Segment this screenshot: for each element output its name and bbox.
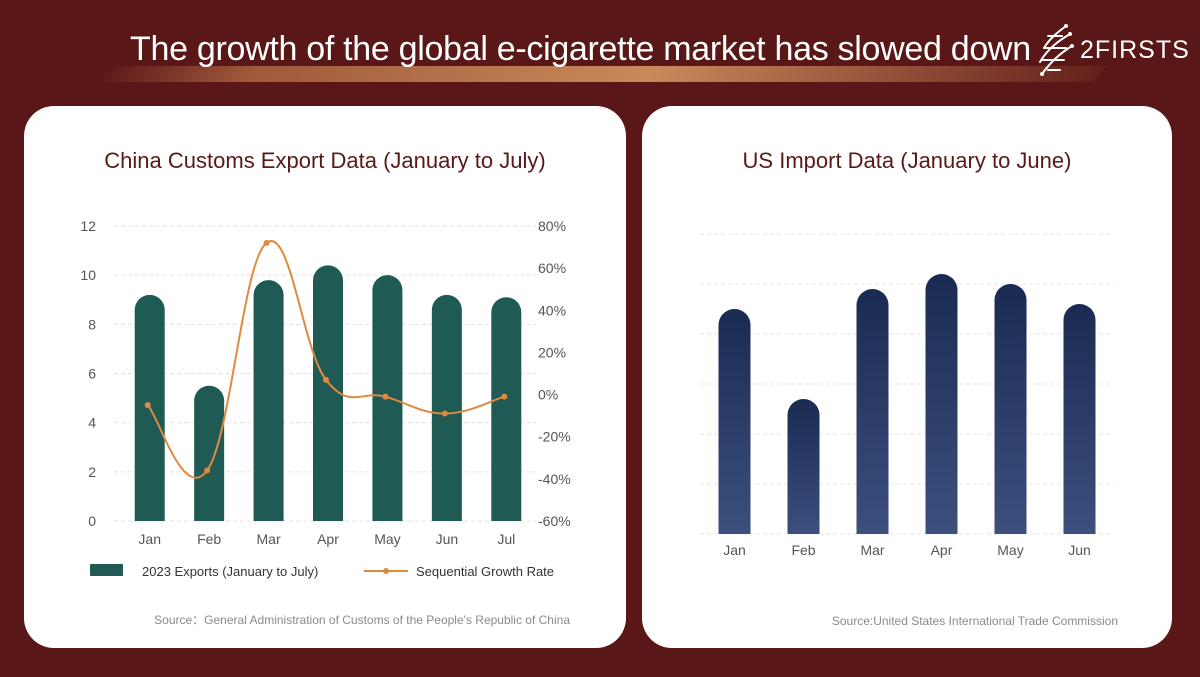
x-tick-label: May xyxy=(374,531,400,547)
y-tick-label: 12 xyxy=(80,218,96,234)
growth-line xyxy=(144,239,508,479)
legend-line-marker xyxy=(383,568,389,574)
y2-tick-label: 0% xyxy=(538,387,558,403)
growth-point xyxy=(323,376,329,383)
export-source: Source：General Administration of Customs… xyxy=(154,613,570,627)
x-tick-label: Feb xyxy=(791,542,815,558)
y2-tick-label: -60% xyxy=(538,513,571,529)
growth-point xyxy=(501,393,508,400)
y2-tick-label: 40% xyxy=(538,302,566,318)
legend-growth-label: Sequential Growth Rate xyxy=(416,564,554,579)
growth-point xyxy=(441,410,448,417)
x-tick-label: Jun xyxy=(1068,542,1091,558)
export-legend: 2023 Exports (January to July) Sequentia… xyxy=(90,564,554,579)
x-tick-label: Feb xyxy=(197,531,221,547)
x-tick-label: May xyxy=(997,542,1023,558)
import-bar xyxy=(1063,304,1096,534)
export-chart-title: China Customs Export Data (January to Ju… xyxy=(104,148,546,173)
import-chart-card: US Import Data (January to June) Jan Feb M… xyxy=(642,106,1172,648)
import-source: Source:United States International Trade… xyxy=(831,614,1118,628)
import-bar xyxy=(856,289,889,534)
export-chart: 12 10 8 6 4 2 0 80% 60% 40% 20% 0% -20% -40% -60% Jan… xyxy=(80,218,571,579)
import-grid xyxy=(700,233,1114,535)
y2-tick-label: 80% xyxy=(538,218,566,234)
import-x-axis: Jan Feb Mar Apr May Jun xyxy=(723,542,1091,558)
growth-point xyxy=(204,467,211,474)
y-tick-label: 4 xyxy=(88,415,96,431)
import-chart: Jan Feb Mar Apr May Jun xyxy=(700,233,1114,558)
x-tick-label: Mar xyxy=(860,542,884,558)
y-tick-label: 10 xyxy=(80,267,96,283)
export-bar xyxy=(491,297,522,521)
x-tick-label: Apr xyxy=(931,542,953,558)
growth-point xyxy=(382,393,389,400)
import-bar xyxy=(994,284,1027,534)
y2-tick-label: -40% xyxy=(538,471,571,487)
y-tick-label: 2 xyxy=(88,464,96,480)
x-tick-label: Jun xyxy=(436,531,459,547)
export-y2-axis: 80% 60% 40% 20% 0% -20% -40% -60% xyxy=(538,218,571,529)
export-bar xyxy=(313,265,343,521)
logo-mark-icon xyxy=(1039,24,1074,76)
legend-bar-swatch xyxy=(90,564,123,576)
import-bar xyxy=(925,274,958,534)
x-tick-label: Jan xyxy=(138,531,161,547)
export-y-axis: 12 10 8 6 4 2 0 xyxy=(80,218,96,529)
brand-logo: 2FIRSTS xyxy=(1036,22,1189,80)
import-chart-title: US Import Data (January to June) xyxy=(742,148,1072,173)
x-tick-label: Jul xyxy=(497,531,515,547)
y-tick-label: 0 xyxy=(88,513,96,529)
x-tick-label: Jan xyxy=(723,542,746,558)
import-bar xyxy=(718,309,751,534)
export-bars xyxy=(134,265,522,521)
legend-exports-label: 2023 Exports (January to July) xyxy=(142,564,318,579)
y2-tick-label: 20% xyxy=(538,344,566,360)
logo-text: 2FIRSTS xyxy=(1080,36,1190,64)
y-tick-label: 6 xyxy=(88,366,96,382)
export-bar xyxy=(194,385,225,521)
growth-point xyxy=(263,239,270,246)
import-bar xyxy=(787,399,820,534)
import-bars xyxy=(718,274,1096,534)
x-tick-label: Apr xyxy=(317,531,339,547)
growth-point xyxy=(144,402,151,409)
export-bar xyxy=(253,280,284,521)
export-chart-card: China Customs Export Data (January to Ju… xyxy=(24,106,626,648)
export-x-axis: Jan Feb Mar Apr May Jun Jul xyxy=(138,531,515,547)
y2-tick-label: 60% xyxy=(538,260,566,276)
x-tick-label: Mar xyxy=(257,531,281,547)
export-bar xyxy=(431,294,462,521)
y2-tick-label: -20% xyxy=(538,429,571,445)
page-title: The growth of the global e-cigarette mar… xyxy=(130,30,1031,68)
y-tick-label: 8 xyxy=(88,316,96,332)
